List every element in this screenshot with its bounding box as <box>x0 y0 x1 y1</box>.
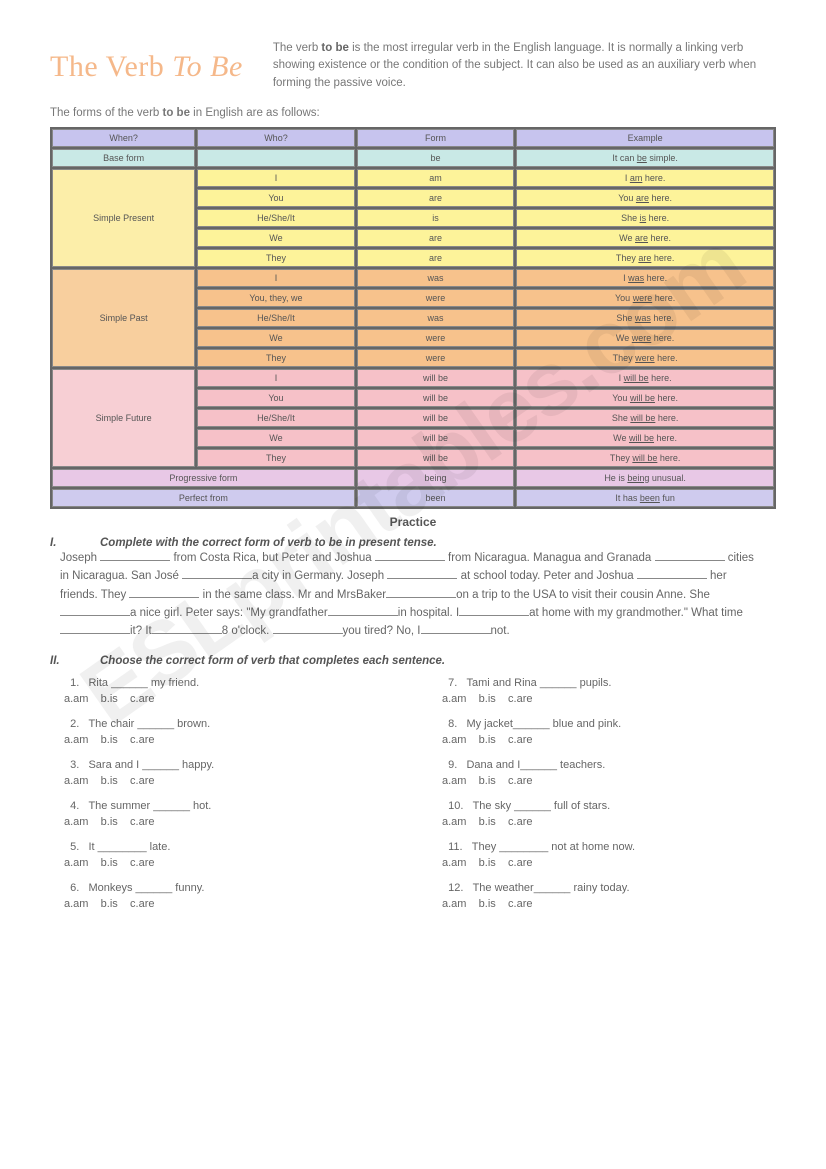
cell: were <box>357 329 515 347</box>
tense-label: Simple Past <box>52 269 195 367</box>
cell: be <box>357 149 515 167</box>
cell: She was here. <box>516 309 774 327</box>
table-row: Progressive form being He is being unusu… <box>52 469 774 487</box>
verb-table: When? Who? Form Example Base form be It … <box>50 127 776 509</box>
cell: They <box>197 449 355 467</box>
question: 5. It ________ late.a.am b.is c.are <box>50 839 398 872</box>
cell: We <box>197 329 355 347</box>
cell: will be <box>357 389 515 407</box>
cell: They were here. <box>516 349 774 367</box>
exercise2-left: 1. Rita ______ my friend.a.am b.is c.are… <box>50 675 398 921</box>
cell: I will be here. <box>516 369 774 387</box>
cell: I was here. <box>516 269 774 287</box>
cell: You were here. <box>516 289 774 307</box>
table-row: Perfect from been It has been fun <box>52 489 774 507</box>
cell: She is here. <box>516 209 774 227</box>
cell: will be <box>357 429 515 447</box>
cell: She will be here. <box>516 409 774 427</box>
cell: We will be here. <box>516 429 774 447</box>
exercise2-right: 7. Tami and Rina ______ pupils.a.am b.is… <box>428 675 776 921</box>
cell: He/She/It <box>197 409 355 427</box>
question: 2. The chair ______ brown.a.am b.is c.ar… <box>50 716 398 749</box>
question: 8. My jacket______ blue and pink.a.am b.… <box>428 716 776 749</box>
cell: He is being unusual. <box>516 469 774 487</box>
cell: been <box>357 489 515 507</box>
cell: They <box>197 249 355 267</box>
table-row: Simple PastIwasI was here. <box>52 269 774 287</box>
tense-label: Simple Future <box>52 369 195 467</box>
section1-head: I.Complete with the correct form of verb… <box>50 537 776 549</box>
page-title: The Verb To Be <box>50 40 243 92</box>
cell: We are here. <box>516 229 774 247</box>
cell: You <box>197 389 355 407</box>
table-row: Base form be It can be simple. <box>52 149 774 167</box>
cell: am <box>357 169 515 187</box>
cell: was <box>357 309 515 327</box>
table-row: Simple FutureIwill beI will be here. <box>52 369 774 387</box>
cell: You <box>197 189 355 207</box>
th-form: Form <box>357 129 515 147</box>
cell: was <box>357 269 515 287</box>
cell: are <box>357 229 515 247</box>
title-text: The Verb <box>50 50 172 83</box>
cell <box>197 149 355 167</box>
cell: were <box>357 349 515 367</box>
cell: We <box>197 429 355 447</box>
roman-1: I. <box>50 537 100 549</box>
cell: were <box>357 289 515 307</box>
table-row: Simple PresentIamI am here. <box>52 169 774 187</box>
cell: I <box>197 169 355 187</box>
cell: are <box>357 249 515 267</box>
cell: Perfect from <box>52 489 355 507</box>
cell: You, they, we <box>197 289 355 307</box>
cell: are <box>357 189 515 207</box>
cell: You will be here. <box>516 389 774 407</box>
th-example: Example <box>516 129 774 147</box>
cell: They will be here. <box>516 449 774 467</box>
question: 10. The sky ______ full of stars.a.am b.… <box>428 798 776 831</box>
th-when: When? <box>52 129 195 147</box>
cell: It has been fun <box>516 489 774 507</box>
question: 4. The summer ______ hot.a.am b.is c.are <box>50 798 398 831</box>
question: 1. Rita ______ my friend.a.am b.is c.are <box>50 675 398 708</box>
cell: is <box>357 209 515 227</box>
cell: He/She/It <box>197 309 355 327</box>
question: 6. Monkeys ______ funny.a.am b.is c.are <box>50 880 398 913</box>
cell: It can be simple. <box>516 149 774 167</box>
section2-head: II.Choose the correct form of verb that … <box>50 655 776 667</box>
section2-title: Choose the correct form of verb that com… <box>100 655 445 667</box>
cell: They are here. <box>516 249 774 267</box>
exercise2: 1. Rita ______ my friend.a.am b.is c.are… <box>50 675 776 921</box>
cell: You are here. <box>516 189 774 207</box>
cell: will be <box>357 369 515 387</box>
question: 12. The weather______ rainy today.a.am b… <box>428 880 776 913</box>
cell: will be <box>357 409 515 427</box>
cell: Base form <box>52 149 195 167</box>
cell: I <box>197 269 355 287</box>
cell: will be <box>357 449 515 467</box>
question: 7. Tami and Rina ______ pupils.a.am b.is… <box>428 675 776 708</box>
cell: We <box>197 229 355 247</box>
th-who: Who? <box>197 129 355 147</box>
header: The Verb To Be The verb to be is the mos… <box>50 40 776 92</box>
question: 3. Sara and I ______ happy.a.am b.is c.a… <box>50 757 398 790</box>
intro-text: The verb to be is the most irregular ver… <box>273 40 776 92</box>
exercise1-body: Joseph from Costa Rica, but Peter and Jo… <box>50 549 776 641</box>
cell: We were here. <box>516 329 774 347</box>
table-header-row: When? Who? Form Example <box>52 129 774 147</box>
question: 11. They ________ not at home now.a.am b… <box>428 839 776 872</box>
practice-title: Practice <box>50 515 776 529</box>
subintro-text: The forms of the verb to be in English a… <box>50 107 776 119</box>
cell: I <box>197 369 355 387</box>
question: 9. Dana and I______ teachers.a.am b.is c… <box>428 757 776 790</box>
cell: being <box>357 469 515 487</box>
roman-2: II. <box>50 655 100 667</box>
section1-title: Complete with the correct form of verb t… <box>100 537 437 549</box>
cell: Progressive form <box>52 469 355 487</box>
cell: He/She/It <box>197 209 355 227</box>
cell: I am here. <box>516 169 774 187</box>
cell: They <box>197 349 355 367</box>
tense-label: Simple Present <box>52 169 195 267</box>
title-italic: To Be <box>172 50 243 83</box>
